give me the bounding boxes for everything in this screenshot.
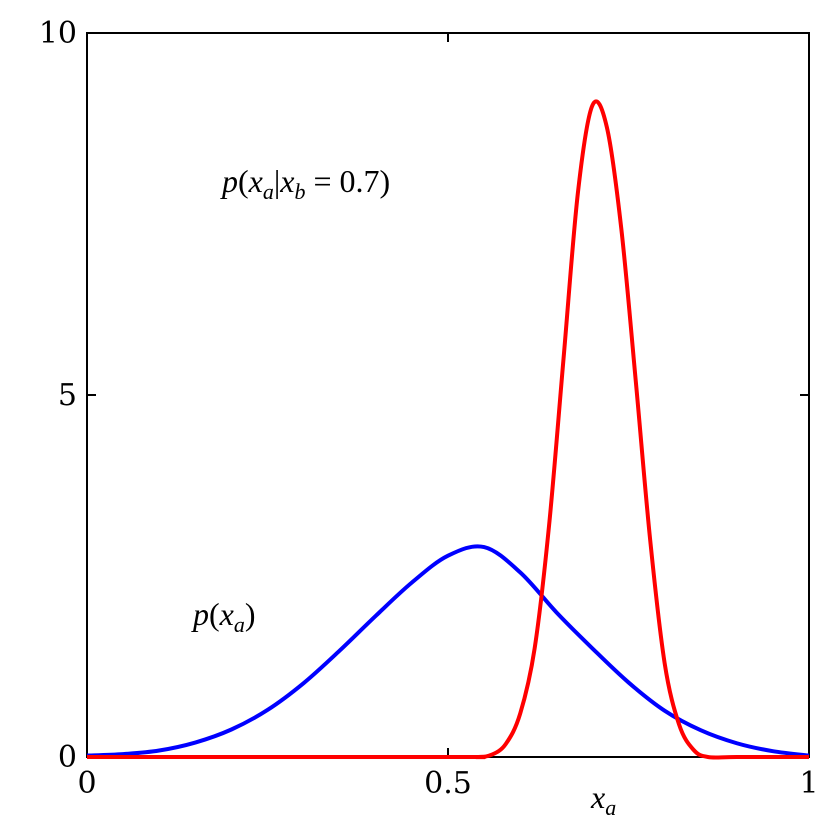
x-tick-label: 0 bbox=[77, 766, 96, 801]
x-axis-label: xa bbox=[590, 779, 616, 820]
y-tick-label: 10 bbox=[39, 16, 77, 51]
series-line-red bbox=[87, 99, 809, 760]
plot-frame bbox=[86, 32, 810, 758]
y-tick-label: 0 bbox=[58, 740, 77, 775]
series-layer bbox=[86, 99, 810, 760]
series-line-blue bbox=[86, 544, 810, 758]
x-tick-label: 0.5 bbox=[424, 766, 472, 801]
annotation-conditional: p(xa|xb = 0.7) bbox=[220, 163, 390, 204]
x-tick-label: 1 bbox=[799, 766, 818, 801]
annotation-marginal: p(xa) bbox=[191, 596, 256, 637]
ticks bbox=[86, 32, 810, 758]
y-tick-label: 5 bbox=[58, 378, 77, 413]
